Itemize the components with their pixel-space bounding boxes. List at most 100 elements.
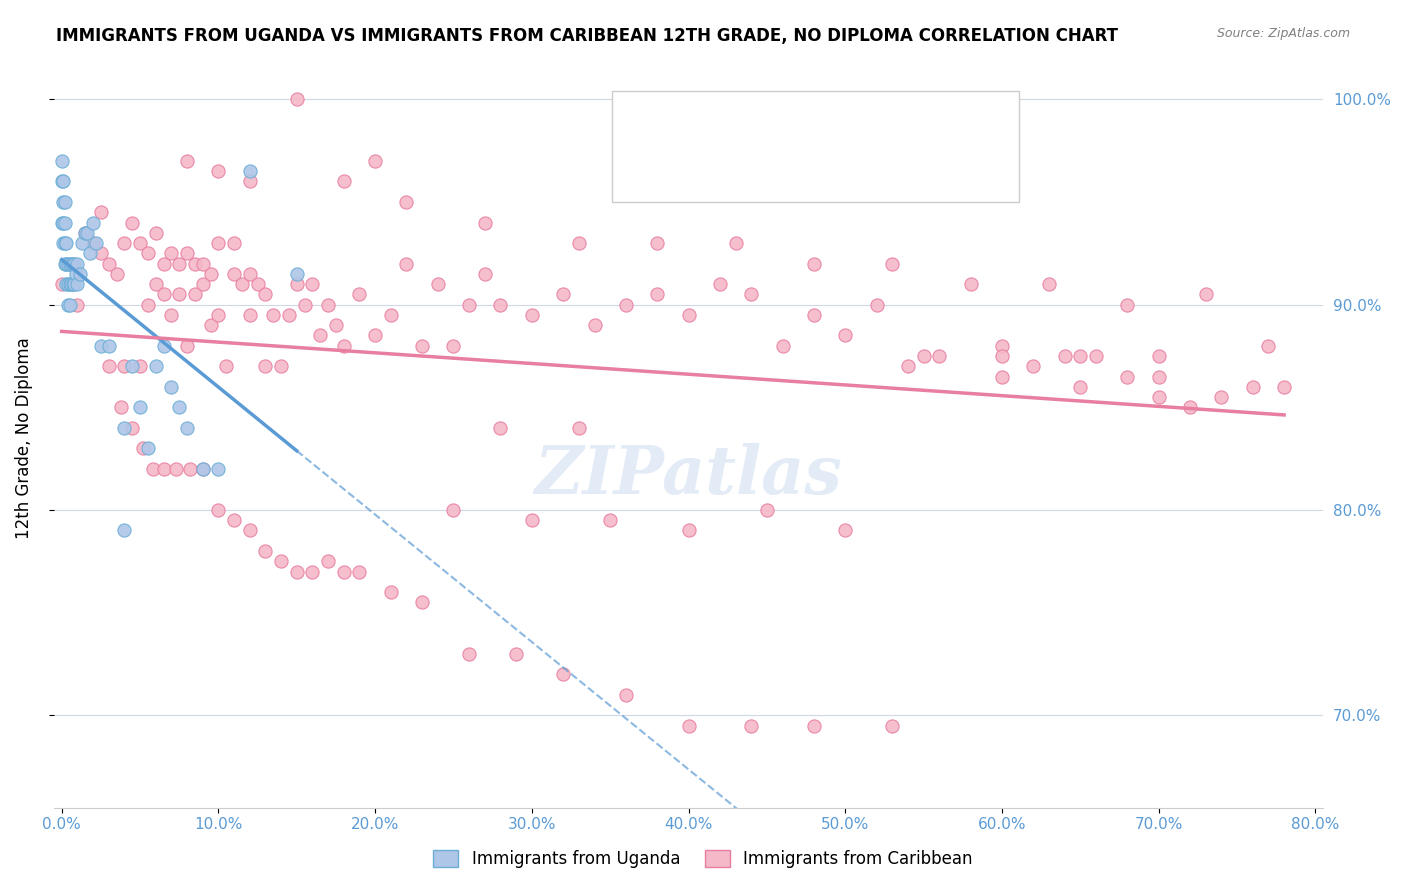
Point: [76, 226, 98, 240]
Point: [411, 339, 433, 353]
Point: [112, 235, 135, 250]
Point: [254, 359, 277, 374]
Point: [84, 235, 107, 250]
Point: [277, 308, 299, 322]
Point: [152, 339, 174, 353]
Point: [395, 256, 418, 270]
Point: [121, 215, 143, 229]
Point: [1053, 349, 1076, 363]
Point: [239, 308, 262, 322]
Point: [58, 298, 80, 312]
Point: [191, 256, 214, 270]
Point: [58, 256, 80, 270]
Point: [349, 565, 371, 579]
Point: [1069, 349, 1091, 363]
Point: [58, 277, 80, 292]
Point: [66, 256, 89, 270]
Point: [489, 421, 512, 435]
Point: [254, 544, 277, 558]
Point: [110, 401, 132, 415]
Point: [991, 349, 1014, 363]
Point: [443, 503, 465, 517]
Point: [51, 277, 73, 292]
Point: [803, 718, 825, 732]
Point: [333, 174, 356, 188]
Point: [66, 298, 89, 312]
Point: [129, 359, 152, 374]
Point: [489, 298, 512, 312]
Point: [645, 235, 668, 250]
Point: [364, 153, 387, 168]
Point: [97, 359, 120, 374]
Point: [1069, 380, 1091, 394]
Point: [52, 194, 75, 209]
Point: [176, 153, 198, 168]
Text: Source: ZipAtlas.com: Source: ZipAtlas.com: [1216, 27, 1350, 40]
Point: [1195, 287, 1218, 301]
Point: [52, 215, 75, 229]
Point: [553, 667, 575, 681]
Point: [129, 401, 152, 415]
Point: [239, 267, 262, 281]
Point: [152, 287, 174, 301]
Point: [834, 524, 856, 538]
Point: [167, 256, 190, 270]
Point: [82, 235, 104, 250]
Point: [152, 256, 174, 270]
Point: [65, 267, 87, 281]
Point: [1147, 349, 1170, 363]
Point: [90, 246, 112, 260]
Point: [142, 462, 165, 476]
Point: [583, 318, 606, 333]
Point: [145, 226, 167, 240]
Point: [301, 277, 323, 292]
Point: [301, 565, 323, 579]
Point: [239, 174, 262, 188]
Point: [222, 235, 245, 250]
Point: [62, 277, 84, 292]
Point: [755, 503, 778, 517]
Point: [285, 92, 308, 106]
Point: [474, 215, 496, 229]
FancyBboxPatch shape: [613, 91, 1018, 202]
Point: [105, 267, 128, 281]
Point: [1147, 390, 1170, 404]
Point: [912, 349, 935, 363]
Point: [97, 339, 120, 353]
Point: [270, 554, 292, 568]
Point: [309, 328, 332, 343]
Point: [82, 215, 104, 229]
Point: [90, 339, 112, 353]
Point: [1022, 359, 1045, 374]
Point: [66, 277, 89, 292]
Point: [53, 194, 76, 209]
Point: [678, 718, 700, 732]
Point: [56, 277, 79, 292]
Point: [834, 328, 856, 343]
Point: [53, 235, 76, 250]
Point: [160, 308, 183, 322]
Point: [1257, 339, 1279, 353]
Point: [207, 164, 229, 178]
Point: [1211, 390, 1233, 404]
Point: [63, 277, 86, 292]
Point: [121, 421, 143, 435]
Text: ZIPatlas: ZIPatlas: [534, 442, 842, 508]
Point: [568, 235, 591, 250]
Point: [179, 462, 201, 476]
Point: [568, 421, 591, 435]
Point: [991, 369, 1014, 384]
Point: [239, 164, 262, 178]
Point: [136, 298, 159, 312]
Point: [1085, 349, 1108, 363]
Point: [285, 565, 308, 579]
Point: [380, 308, 402, 322]
Point: [129, 235, 152, 250]
Point: [191, 462, 214, 476]
Y-axis label: 12th Grade, No Diploma: 12th Grade, No Diploma: [15, 337, 32, 539]
Point: [176, 421, 198, 435]
Point: [614, 688, 637, 702]
Point: [1272, 380, 1295, 394]
Point: [285, 277, 308, 292]
Point: [803, 256, 825, 270]
